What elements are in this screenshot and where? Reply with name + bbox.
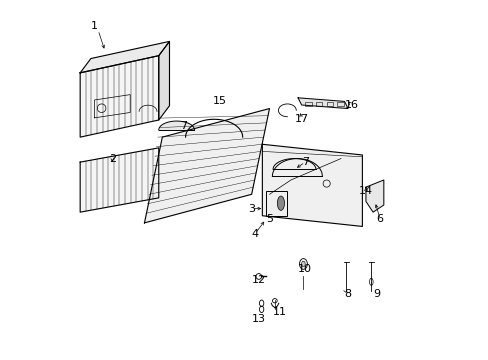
Text: 2: 2 <box>108 154 116 163</box>
Text: 6: 6 <box>376 214 383 224</box>
Text: 7: 7 <box>180 121 187 131</box>
Text: 16: 16 <box>344 100 358 110</box>
Polygon shape <box>80 56 159 137</box>
Text: 7: 7 <box>301 157 308 167</box>
Polygon shape <box>262 144 362 226</box>
Text: 3: 3 <box>247 203 255 213</box>
Bar <box>315 102 322 107</box>
Text: 12: 12 <box>251 275 265 285</box>
Ellipse shape <box>277 196 284 210</box>
Text: 11: 11 <box>273 307 286 317</box>
Text: 8: 8 <box>344 289 351 299</box>
Ellipse shape <box>301 261 305 267</box>
Text: 9: 9 <box>372 289 380 299</box>
Bar <box>305 102 311 107</box>
Text: 13: 13 <box>251 314 265 324</box>
Bar <box>326 102 332 107</box>
Polygon shape <box>298 98 347 109</box>
Text: 4: 4 <box>251 229 258 239</box>
Ellipse shape <box>299 258 307 269</box>
Polygon shape <box>80 148 159 212</box>
Polygon shape <box>144 109 269 223</box>
Polygon shape <box>80 41 169 73</box>
Text: 14: 14 <box>358 186 372 196</box>
Polygon shape <box>159 41 169 120</box>
Polygon shape <box>365 180 383 212</box>
Bar <box>337 102 343 107</box>
Text: 1: 1 <box>91 21 98 31</box>
Text: 5: 5 <box>265 214 272 224</box>
Text: 15: 15 <box>212 96 226 107</box>
Text: 10: 10 <box>298 264 312 274</box>
Text: 17: 17 <box>294 114 308 124</box>
